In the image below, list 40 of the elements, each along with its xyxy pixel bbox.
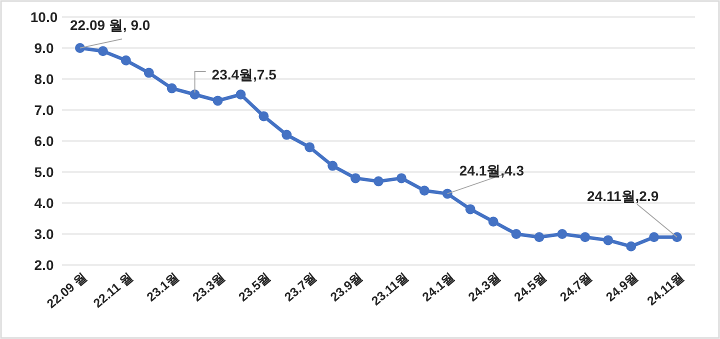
- point: [488, 216, 498, 227]
- y-tick-label: 5.0: [34, 164, 54, 180]
- point: [282, 130, 292, 140]
- point: [419, 186, 430, 196]
- point: [465, 204, 476, 214]
- point: [258, 111, 269, 122]
- y-tick-label: 3.0: [34, 226, 54, 242]
- point: [120, 55, 131, 66]
- y-tick-label: 6.0: [34, 133, 54, 149]
- point: [442, 188, 452, 199]
- point: [580, 232, 590, 242]
- point: [190, 90, 200, 100]
- point: [649, 232, 660, 242]
- point: [212, 96, 223, 106]
- point: [98, 46, 108, 56]
- y-tick-label: 7.0: [34, 102, 54, 118]
- point: [75, 43, 85, 53]
- point: [672, 232, 682, 242]
- y-tick-label: 9.0: [34, 40, 54, 56]
- point: [534, 232, 544, 242]
- point: [350, 173, 361, 184]
- y-tick-label: 10.0: [30, 9, 58, 25]
- annotation: 24.1월,4.3: [459, 162, 524, 179]
- point: [144, 68, 154, 78]
- y-tick-label: 2.0: [34, 257, 54, 273]
- point: [328, 160, 338, 171]
- point: [603, 235, 614, 246]
- point: [236, 90, 246, 100]
- annotation: 23.4월,7.5: [212, 66, 277, 82]
- point: [511, 229, 522, 239]
- point: [166, 83, 177, 94]
- point: [626, 241, 636, 252]
- point: [396, 173, 406, 184]
- point: [374, 176, 384, 186]
- y-tick-label: 4.0: [34, 195, 54, 211]
- y-tick-label: 8.0: [34, 71, 54, 87]
- annotation: 22.09 월, 9.0: [70, 17, 150, 33]
- point: [557, 229, 568, 239]
- annotation: 24.11월,2.9: [587, 188, 659, 204]
- point: [304, 142, 315, 152]
